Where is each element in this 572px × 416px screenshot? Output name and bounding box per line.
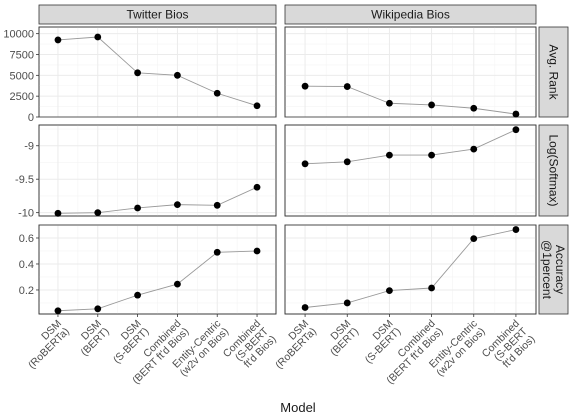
series-line (57, 250, 258, 312)
column-strip-label: Wikipedia Bios (371, 8, 450, 22)
data-point (54, 209, 62, 217)
x-tick-labels: DSM(RoBERTa) DSM(BERT) DSM(S-BERT)Combined… (18, 314, 538, 387)
strip-bg-0 (38, 4, 277, 25)
panel-border (284, 224, 537, 315)
data-point (470, 145, 478, 153)
series-line (57, 36, 258, 107)
panel-r2-c0: 0.2 0.4 0.6 (19, 224, 277, 315)
row-strip-label: Log(Softmax) (547, 134, 561, 206)
x-tick-label: Combined(S-BERTft'd Bios) (221, 317, 279, 375)
data-point (512, 110, 520, 118)
x-tick-label: DSM(S-BERT) (355, 318, 403, 366)
y-tick-label: -10 (18, 208, 34, 220)
panel-border (38, 124, 277, 217)
panel-r1-c1 (284, 124, 537, 217)
y-tick-label: -9.5 (15, 174, 34, 186)
data-point (428, 151, 435, 159)
panel-r1-c0: -10 -9.5 -9 (15, 124, 277, 220)
series-line (305, 229, 517, 308)
row-strip-bg-0 (538, 26, 569, 118)
chart-panels: 0 2500 5000 7500 10000 -10 -9.5 -9 0.2 0.4 0.6 (3, 26, 537, 315)
data-point (386, 99, 393, 107)
panel-border (38, 26, 277, 118)
data-point (301, 160, 309, 168)
series-line (305, 129, 517, 165)
data-point (428, 284, 435, 292)
data-point (253, 102, 261, 110)
column-strips: Twitter Bios Wikipedia Bios (38, 4, 537, 25)
data-point (253, 247, 261, 255)
x-tick-label: DSM(RoBERTa) (18, 318, 72, 372)
data-point (54, 307, 62, 315)
panel-r2-c1 (284, 224, 537, 315)
y-tick-label: 10000 (3, 29, 34, 41)
y-tick-label: 0.2 (19, 285, 34, 297)
panel-r0-c1 (284, 26, 537, 118)
strip-bg-1 (284, 4, 537, 25)
data-point (134, 204, 141, 212)
data-point (301, 304, 309, 311)
data-point (94, 209, 102, 217)
data-point (470, 235, 478, 243)
y-tick-label: 2500 (10, 91, 34, 103)
panel-border (284, 124, 537, 217)
data-point (253, 183, 261, 191)
x-tick-label: DSM(BERT) (71, 318, 112, 359)
panel-r0-c0: 0 2500 5000 7500 10000 (3, 26, 277, 124)
data-point (343, 83, 351, 90)
data-point (343, 158, 351, 166)
y-tick-label: 0.4 (19, 259, 34, 271)
panel-border (284, 26, 537, 118)
data-point (174, 201, 181, 209)
data-point (301, 82, 309, 90)
data-point (343, 299, 351, 307)
data-point (174, 280, 181, 288)
data-point (213, 201, 221, 209)
data-point (94, 33, 102, 41)
y-tick-label: 7500 (10, 50, 34, 62)
data-point (134, 69, 141, 77)
x-tick-label: DSM(BERT) (320, 318, 361, 359)
y-tick-label: -9 (24, 141, 34, 153)
series-line (305, 85, 516, 115)
data-point (213, 89, 221, 97)
series-line (57, 186, 258, 214)
data-point (213, 248, 221, 256)
row-strip-bg-1 (538, 124, 569, 217)
y-tick-label: 0.6 (19, 233, 34, 245)
panel-border (38, 224, 277, 315)
data-point (94, 305, 102, 313)
row-strip-label: Accuracy@1percent (540, 240, 567, 300)
row-strips: Avg. Rank Log(Softmax) Accuracy@1percent (538, 26, 569, 315)
x-tick-label: DSM(S-BERT) (103, 318, 151, 366)
x-axis-title: Model (280, 400, 316, 415)
column-strip-label: Twitter Bios (126, 8, 188, 22)
x-tick-label: Combined(S-BERTft'd Bios) (480, 317, 538, 375)
data-point (512, 226, 520, 233)
data-point (386, 151, 393, 159)
row-strip-label: Avg. Rank (547, 44, 561, 100)
data-point (174, 71, 181, 79)
row-strip-bg-2 (538, 224, 569, 315)
data-point (512, 126, 520, 134)
data-point (134, 291, 141, 299)
data-point (54, 36, 62, 44)
y-tick-label: 0 (28, 112, 34, 124)
data-point (386, 287, 393, 295)
data-point (428, 101, 435, 109)
y-tick-label: 5000 (10, 70, 34, 82)
data-point (470, 104, 478, 112)
